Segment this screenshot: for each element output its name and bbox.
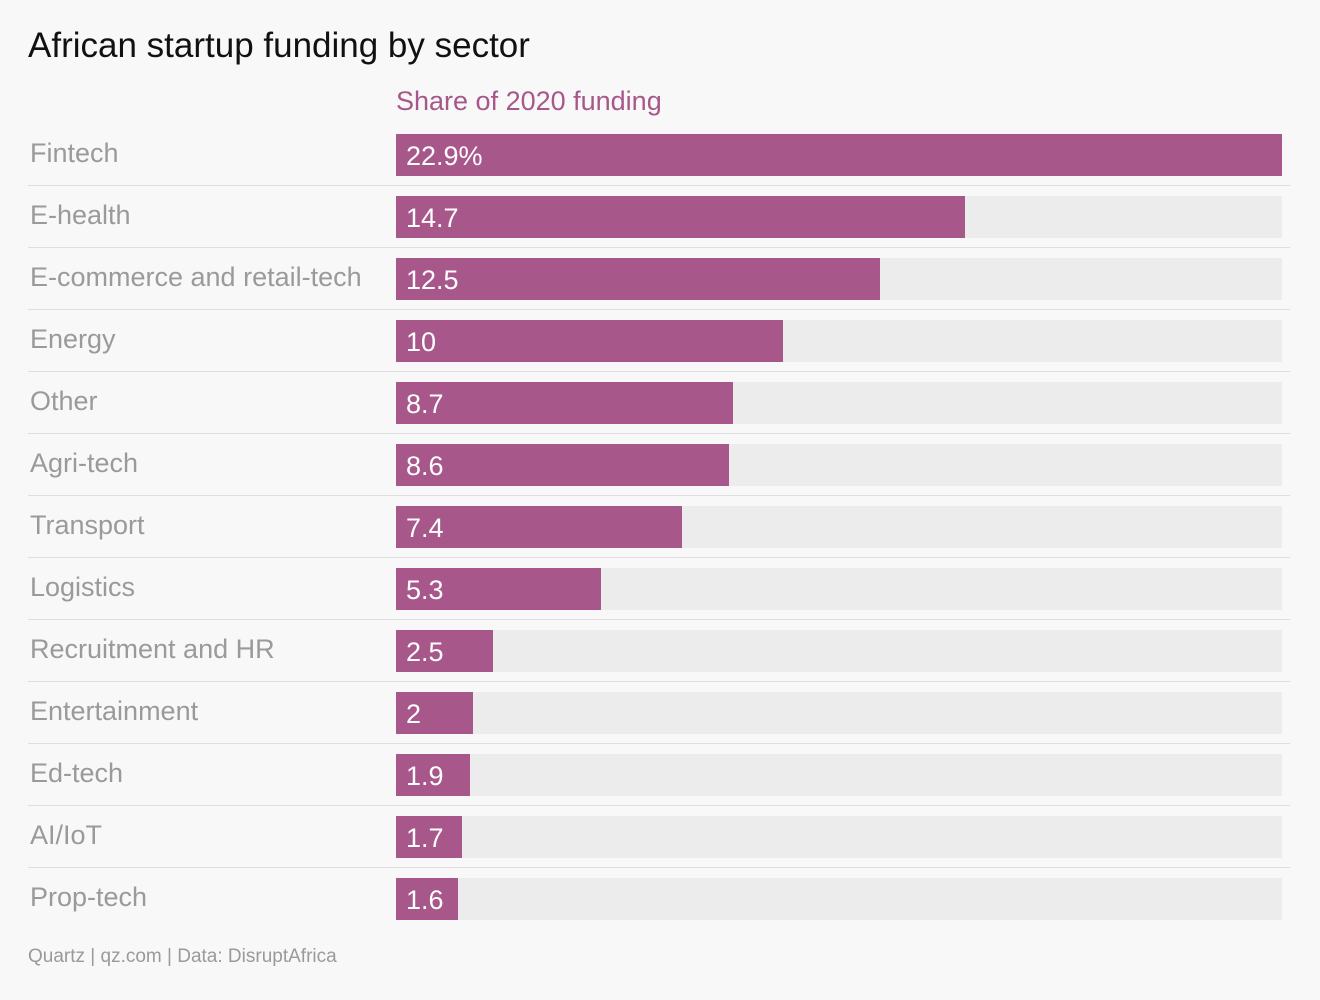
bar bbox=[396, 630, 493, 672]
value-label: 8.6 bbox=[406, 451, 444, 481]
row-separator bbox=[28, 619, 1290, 620]
bar bbox=[396, 196, 965, 238]
row-separator bbox=[28, 805, 1290, 806]
row-separator bbox=[28, 433, 1290, 434]
row-separator bbox=[28, 495, 1290, 496]
value-label: 5.3 bbox=[406, 575, 444, 605]
bar bbox=[396, 692, 473, 734]
bar bbox=[396, 258, 880, 300]
category-label: E-commerce and retail-tech bbox=[30, 262, 362, 292]
value-label: 14.7 bbox=[406, 203, 459, 233]
category-label: Other bbox=[30, 386, 98, 416]
bar-track bbox=[396, 878, 1282, 920]
row-separator bbox=[28, 557, 1290, 558]
bar bbox=[396, 320, 783, 362]
category-label: Transport bbox=[30, 510, 145, 540]
bar bbox=[396, 382, 733, 424]
row-separator bbox=[28, 247, 1290, 248]
category-label: AI/IoT bbox=[30, 820, 103, 850]
value-label: 8.7 bbox=[406, 389, 444, 419]
bar bbox=[396, 754, 470, 796]
row-separator bbox=[28, 681, 1290, 682]
bar bbox=[396, 444, 729, 486]
category-label: Entertainment bbox=[30, 696, 199, 726]
source-note: Quartz | qz.com | Data: DisruptAfrica bbox=[28, 946, 337, 967]
value-label: 2 bbox=[406, 699, 422, 729]
bar-track bbox=[396, 692, 1282, 734]
category-label: Logistics bbox=[30, 572, 136, 602]
category-label: Fintech bbox=[30, 138, 119, 168]
bar-track bbox=[396, 754, 1282, 796]
category-label: Ed-tech bbox=[30, 758, 124, 788]
chart-title: African startup funding by sector bbox=[28, 26, 530, 65]
value-label: 1.9 bbox=[406, 761, 444, 791]
value-label: 2.5 bbox=[406, 637, 444, 667]
value-label: 22.9% bbox=[406, 141, 483, 171]
bar-track bbox=[396, 630, 1282, 672]
category-label: Energy bbox=[30, 324, 116, 354]
row-separator bbox=[28, 185, 1290, 186]
series-header: Share of 2020 funding bbox=[396, 86, 662, 116]
category-label: Agri-tech bbox=[30, 448, 139, 478]
row-separator bbox=[28, 743, 1290, 744]
bar-track bbox=[396, 816, 1282, 858]
bar bbox=[396, 134, 1282, 176]
value-label: 12.5 bbox=[406, 265, 459, 295]
category-label: E-health bbox=[30, 200, 131, 230]
bar bbox=[396, 816, 462, 858]
value-label: 10 bbox=[406, 327, 437, 357]
value-label: 1.7 bbox=[406, 823, 444, 853]
bar bbox=[396, 506, 682, 548]
row-separator bbox=[28, 371, 1290, 372]
value-label: 7.4 bbox=[406, 513, 444, 543]
value-label: 1.6 bbox=[406, 885, 444, 915]
bar bbox=[396, 878, 458, 920]
row-separator bbox=[28, 309, 1290, 310]
bar bbox=[396, 568, 601, 610]
category-label: Recruitment and HR bbox=[30, 634, 275, 664]
category-label: Prop-tech bbox=[30, 882, 148, 912]
row-separator bbox=[28, 867, 1290, 868]
